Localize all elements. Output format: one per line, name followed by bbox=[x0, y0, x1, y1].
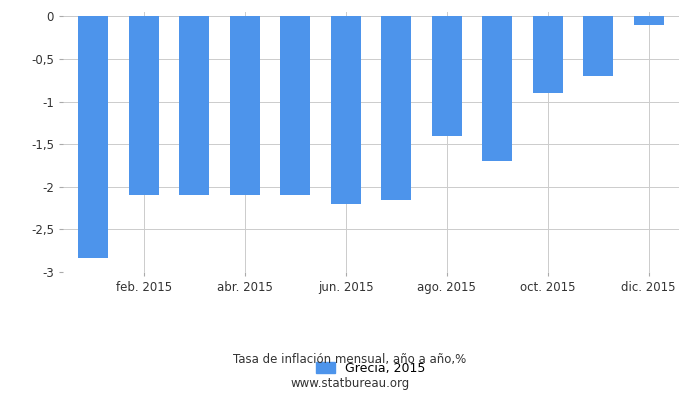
Text: www.statbureau.org: www.statbureau.org bbox=[290, 378, 410, 390]
Bar bbox=[381, 16, 412, 200]
Bar bbox=[230, 16, 260, 195]
Bar bbox=[634, 16, 664, 25]
Bar bbox=[432, 16, 462, 136]
Legend: Grecia, 2015: Grecia, 2015 bbox=[316, 362, 426, 375]
Text: Tasa de inflación mensual, año a año,%: Tasa de inflación mensual, año a año,% bbox=[233, 354, 467, 366]
Bar bbox=[179, 16, 209, 195]
Bar bbox=[280, 16, 310, 195]
Bar bbox=[129, 16, 159, 195]
Bar bbox=[533, 16, 563, 93]
Bar bbox=[78, 16, 108, 258]
Bar bbox=[583, 16, 613, 76]
Bar bbox=[330, 16, 361, 204]
Bar bbox=[482, 16, 512, 161]
